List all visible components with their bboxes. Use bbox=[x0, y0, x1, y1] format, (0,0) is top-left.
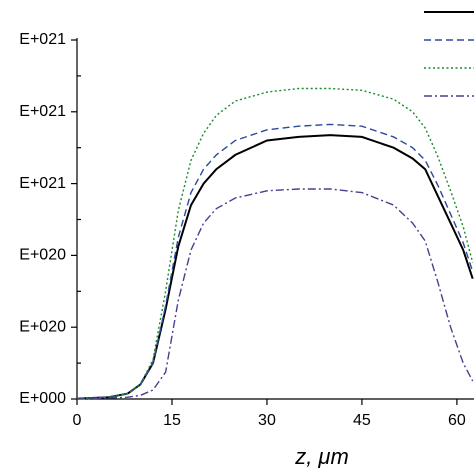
series-line bbox=[76, 188, 474, 400]
x-tick-label: 45 bbox=[353, 412, 371, 429]
x-axis-label: z, μm bbox=[294, 444, 349, 469]
y-tick-label: E+021 bbox=[19, 103, 66, 120]
series-line bbox=[76, 87, 474, 400]
x-tick-label: 0 bbox=[73, 412, 82, 429]
y-tick-label: E+020 bbox=[19, 247, 66, 264]
x-tick-label: 30 bbox=[258, 412, 276, 429]
x-tick-label: 60 bbox=[448, 412, 466, 429]
y-tick-label: E+000 bbox=[19, 390, 66, 407]
y-tick-label: E+021 bbox=[19, 175, 66, 192]
series-line bbox=[76, 134, 474, 400]
y-tick-label: E+021 bbox=[19, 31, 66, 48]
series-line bbox=[76, 123, 474, 400]
y-tick-label: E+020 bbox=[19, 318, 66, 335]
x-tick-label: 15 bbox=[163, 412, 181, 429]
